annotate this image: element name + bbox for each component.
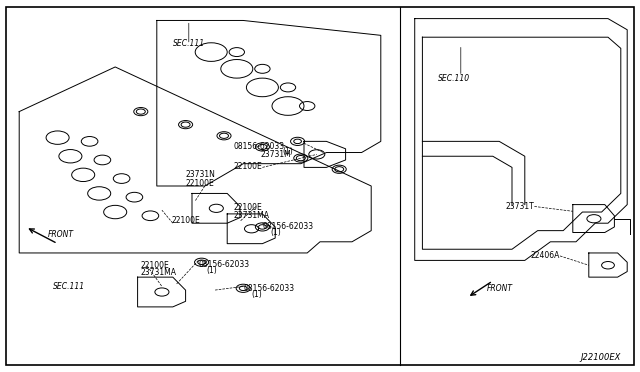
Text: (1): (1) <box>282 147 293 156</box>
Text: 23731N: 23731N <box>186 170 216 179</box>
Text: 23731MA: 23731MA <box>141 268 177 277</box>
Text: 22100E: 22100E <box>234 162 262 171</box>
Text: SEC.111: SEC.111 <box>173 39 205 48</box>
Text: FRONT: FRONT <box>486 284 513 293</box>
Text: J22100EX: J22100EX <box>580 353 621 362</box>
Text: 08156-62033: 08156-62033 <box>243 284 294 293</box>
Text: SEC.111: SEC.111 <box>53 282 85 291</box>
Text: 08156-62033: 08156-62033 <box>262 222 314 231</box>
Text: 08156-62033: 08156-62033 <box>198 260 250 269</box>
Text: 23731MA: 23731MA <box>234 211 269 219</box>
Text: 22100E: 22100E <box>172 216 200 225</box>
Text: 22100E: 22100E <box>186 179 214 187</box>
Text: 23731T: 23731T <box>506 202 534 211</box>
Text: 22100E: 22100E <box>141 261 170 270</box>
Text: 22100E: 22100E <box>234 203 262 212</box>
Text: SEC.110: SEC.110 <box>438 74 470 83</box>
Text: FRONT: FRONT <box>48 230 74 239</box>
Text: (1): (1) <box>252 290 262 299</box>
Text: 08156-62033: 08156-62033 <box>234 142 285 151</box>
Text: 22406A: 22406A <box>531 251 560 260</box>
Text: (1): (1) <box>271 228 282 237</box>
Text: (1): (1) <box>207 266 218 275</box>
Text: 23731M: 23731M <box>260 150 291 159</box>
